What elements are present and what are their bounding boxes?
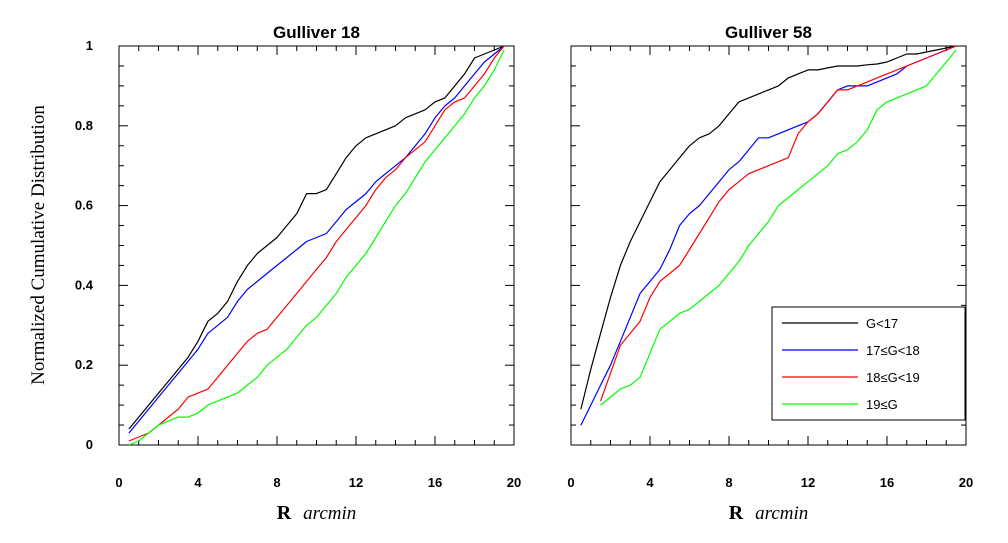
panel-gulliver-58: Gulliver 58 0 4 8 12 16 20 R arcmin — [567, 23, 973, 524]
x-tick-label: 20 — [507, 475, 521, 490]
x-tick-label: 4 — [646, 475, 654, 490]
y-axis-label: Normalized Cumulative Distribution — [28, 105, 49, 385]
legend-label-18-le-g-lt-19: 18≤G<19 — [866, 370, 920, 385]
legend: G<17 17≤G<18 18≤G<19 19≤G — [771, 306, 966, 421]
x-axis-label-symbol: R — [729, 502, 744, 524]
panel-gulliver-18: Gulliver 18 0 4 8 12 16 20 0 0.2 0.4 0.6 0.8 1 R arcmi… — [75, 23, 521, 524]
x-tick-label: 20 — [959, 475, 973, 490]
y-tick-label: 0.2 — [75, 357, 93, 372]
series-line-19-le-g — [600, 49, 957, 406]
legend-box — [771, 306, 966, 421]
x-tick-label: 12 — [349, 475, 363, 490]
x-tick-label: 8 — [725, 475, 732, 490]
y-tick-label: 0.4 — [75, 277, 94, 292]
series-line-g-lt-17 — [580, 45, 957, 410]
series-line-18-le-g-lt-19 — [600, 45, 957, 402]
legend-label-17-le-g-lt-18: 17≤G<18 — [866, 343, 920, 358]
x-tick-label: 16 — [428, 475, 442, 490]
panel-title: Gulliver 18 — [273, 23, 360, 42]
series-line-17-le-g-lt-18 — [128, 45, 505, 434]
x-axis-label-unit: arcmin — [755, 503, 808, 524]
series-line-18-le-g-lt-19 — [128, 45, 505, 442]
series-line-g-lt-17 — [128, 45, 505, 430]
x-tick-label: 4 — [194, 475, 202, 490]
x-tick-label: 0 — [567, 475, 574, 490]
series-line-19-le-g — [128, 49, 505, 446]
y-tick-label: 0.6 — [75, 198, 93, 213]
y-tick-label: 0 — [86, 437, 93, 452]
panel-title: Gulliver 58 — [725, 23, 812, 42]
y-tick-label: 1 — [86, 38, 93, 53]
x-tick-label: 0 — [115, 475, 122, 490]
legend-label-g-lt-17: G<17 — [866, 316, 898, 331]
x-tick-label: 16 — [880, 475, 894, 490]
series-line-17-le-g-lt-18 — [580, 45, 957, 426]
legend-label-19-le-g: 19≤G — [866, 397, 898, 412]
x-tick-label: 8 — [273, 475, 280, 490]
x-tick-label: 12 — [801, 475, 815, 490]
plot-frame — [118, 45, 515, 446]
x-axis-label-symbol: R — [277, 502, 292, 524]
y-tick-label: 0.8 — [75, 118, 93, 133]
x-axis-label-unit: arcmin — [303, 503, 356, 524]
